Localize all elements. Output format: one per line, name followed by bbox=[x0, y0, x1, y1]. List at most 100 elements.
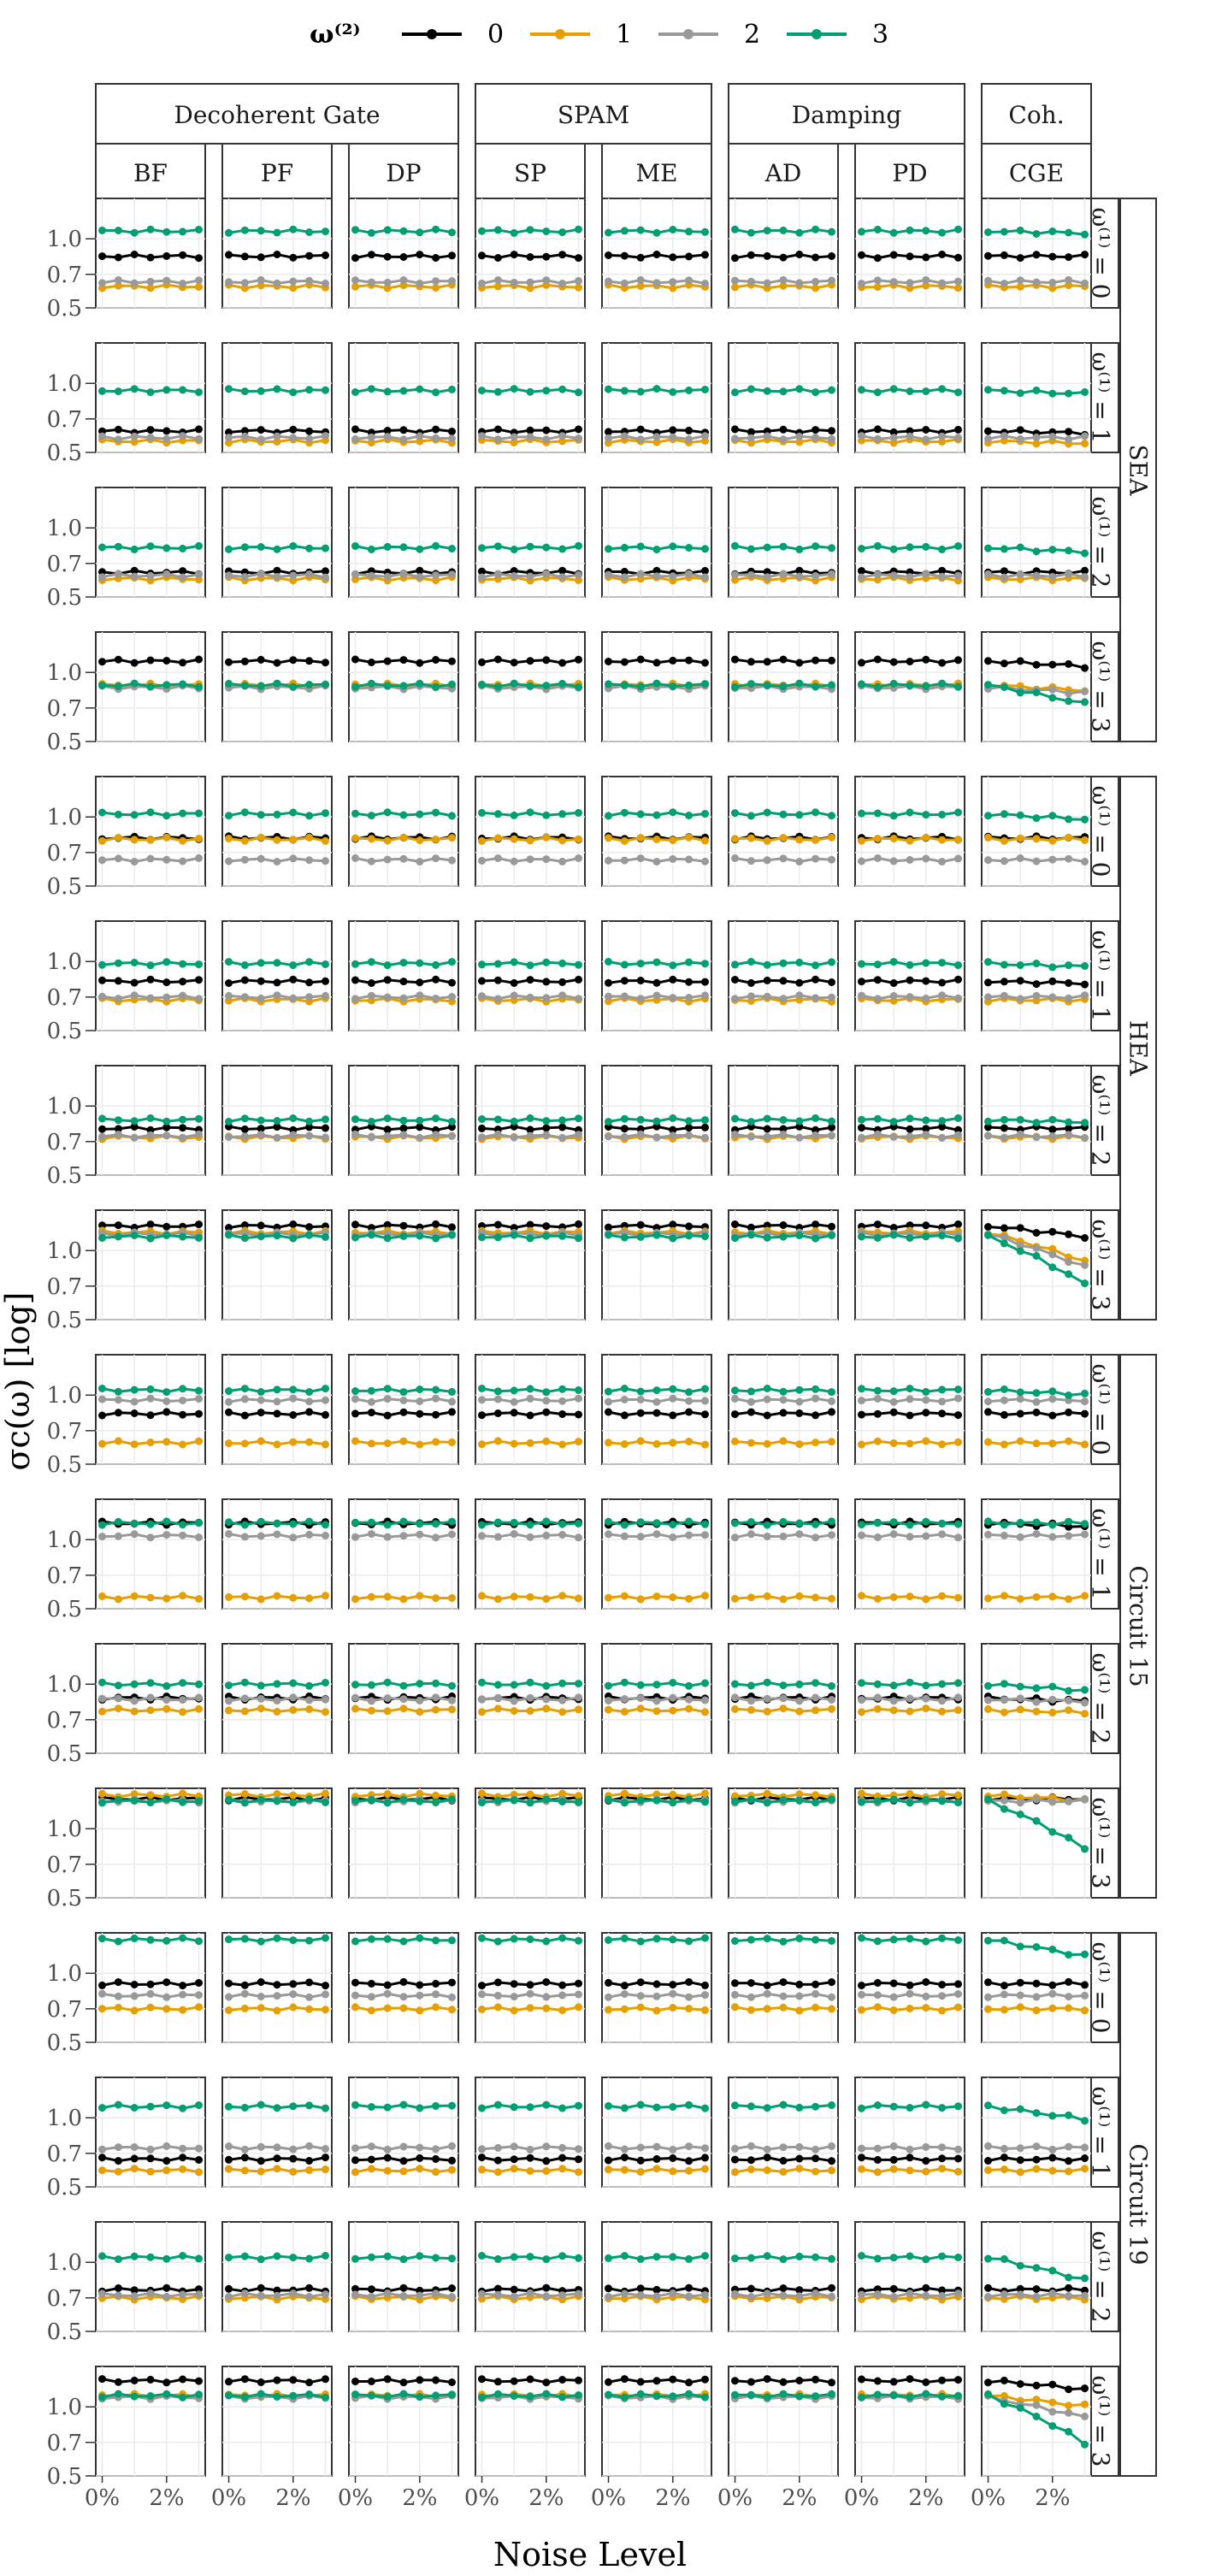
series-point-1 bbox=[620, 1708, 629, 1716]
series-point-3 bbox=[906, 1935, 914, 1943]
series-point-2 bbox=[922, 1396, 930, 1404]
series-point-2 bbox=[795, 2292, 804, 2301]
series-point-2 bbox=[779, 1130, 788, 1138]
series-point-2 bbox=[1081, 858, 1089, 866]
series-point-3 bbox=[652, 228, 661, 237]
series-point-2 bbox=[510, 991, 518, 1000]
series-point-3 bbox=[448, 1231, 456, 1239]
series-point-2 bbox=[812, 1693, 820, 1702]
series-point-3 bbox=[416, 2104, 424, 2112]
series-point-2 bbox=[162, 855, 171, 864]
series-point-3 bbox=[669, 542, 677, 551]
series-point-1 bbox=[130, 1440, 139, 1449]
series-point-3 bbox=[257, 959, 265, 967]
series-point-3 bbox=[1016, 1115, 1024, 1124]
series-point-0 bbox=[432, 254, 440, 262]
series-point-2 bbox=[984, 2293, 992, 2301]
series-point-2 bbox=[448, 1131, 456, 1140]
series-point-0 bbox=[493, 2284, 502, 2293]
series-point-2 bbox=[510, 1530, 518, 1539]
series-point-1 bbox=[322, 2006, 329, 2014]
series-point-1 bbox=[493, 2168, 502, 2177]
panel-frame bbox=[475, 1354, 586, 1465]
panel-HEA-3-SP bbox=[475, 1209, 586, 1320]
series-point-2 bbox=[542, 1531, 551, 1539]
series-point-2 bbox=[1016, 570, 1024, 578]
series-point-1 bbox=[575, 2168, 582, 2177]
series-point-2 bbox=[812, 1131, 820, 1139]
series-point-3 bbox=[351, 2100, 359, 2109]
series-point-1 bbox=[747, 1439, 755, 1447]
series-point-3 bbox=[542, 1795, 551, 1804]
series-point-3 bbox=[731, 1797, 739, 1805]
series-point-1 bbox=[146, 1706, 155, 1715]
panel-SEA-1-SP bbox=[475, 342, 586, 453]
series-point-3 bbox=[351, 542, 359, 550]
series-point-3 bbox=[669, 1234, 677, 1243]
legend: ω⁽²⁾ 0 1 2 3 bbox=[310, 20, 888, 50]
series-point-2 bbox=[448, 434, 456, 443]
series-point-3 bbox=[1016, 1388, 1024, 1397]
series-point-2 bbox=[146, 1131, 155, 1139]
series-point-2 bbox=[701, 432, 709, 440]
series-point-0 bbox=[575, 254, 582, 263]
series-point-2 bbox=[812, 571, 820, 580]
series-point-2 bbox=[367, 1397, 375, 1406]
series-point-3 bbox=[432, 541, 440, 550]
series-point-2 bbox=[685, 1993, 694, 2001]
series-point-3 bbox=[399, 2255, 408, 2264]
legend-dot-2 bbox=[683, 29, 694, 39]
series-point-2 bbox=[1065, 1131, 1073, 1139]
series-point-3 bbox=[383, 1234, 392, 1243]
series-point-1 bbox=[240, 1592, 249, 1601]
series-point-3 bbox=[889, 385, 898, 393]
series-point-3 bbox=[747, 1387, 755, 1396]
series-point-3 bbox=[731, 1114, 739, 1123]
series-point-3 bbox=[747, 812, 755, 820]
series-point-1 bbox=[701, 1440, 709, 1449]
series-point-1 bbox=[763, 1789, 771, 1798]
series-point-3 bbox=[938, 1232, 947, 1240]
series-point-0 bbox=[558, 1981, 567, 1989]
series-point-3 bbox=[195, 388, 203, 397]
series-point-2 bbox=[240, 1132, 249, 1141]
series-point-3 bbox=[779, 1796, 788, 1805]
series-point-3 bbox=[731, 1234, 739, 1243]
series-point-1 bbox=[179, 1708, 187, 1716]
series-point-2 bbox=[1081, 279, 1089, 287]
series-point-2 bbox=[130, 1133, 139, 1142]
series-point-0 bbox=[1016, 254, 1024, 263]
series-point-3 bbox=[906, 808, 914, 817]
series-point-0 bbox=[795, 1409, 804, 1417]
series-point-3 bbox=[954, 1798, 962, 1806]
series-point-2 bbox=[478, 1396, 486, 1404]
series-point-2 bbox=[399, 570, 408, 578]
series-point-0 bbox=[240, 1981, 249, 1989]
series-point-1 bbox=[763, 836, 771, 845]
series-point-0 bbox=[448, 1223, 456, 1232]
series-point-1 bbox=[873, 1705, 882, 1713]
series-point-0 bbox=[1081, 2154, 1089, 2162]
series-point-0 bbox=[225, 979, 233, 987]
series-point-3 bbox=[747, 1935, 755, 1944]
series-point-0 bbox=[1065, 1230, 1073, 1238]
series-point-2 bbox=[858, 857, 865, 866]
series-point-3 bbox=[448, 958, 456, 966]
series-point-2 bbox=[510, 433, 518, 441]
series-point-2 bbox=[351, 2290, 359, 2299]
series-point-3 bbox=[146, 2253, 155, 2261]
series-point-3 bbox=[448, 1795, 456, 1804]
series-point-3 bbox=[273, 959, 281, 967]
series-point-3 bbox=[701, 1934, 709, 1942]
series-point-2 bbox=[448, 856, 456, 865]
series-point-1 bbox=[1048, 284, 1057, 292]
series-point-1 bbox=[367, 1706, 375, 1715]
series-point-1 bbox=[273, 836, 281, 844]
panel-Circuit-15-2-PF bbox=[221, 1643, 333, 1754]
series-point-1 bbox=[922, 1705, 930, 1713]
series-point-3 bbox=[305, 1117, 314, 1126]
series-point-3 bbox=[620, 1678, 629, 1687]
series-point-2 bbox=[636, 2291, 645, 2300]
col-label-AD: AD bbox=[764, 159, 802, 187]
series-point-3 bbox=[873, 225, 882, 233]
